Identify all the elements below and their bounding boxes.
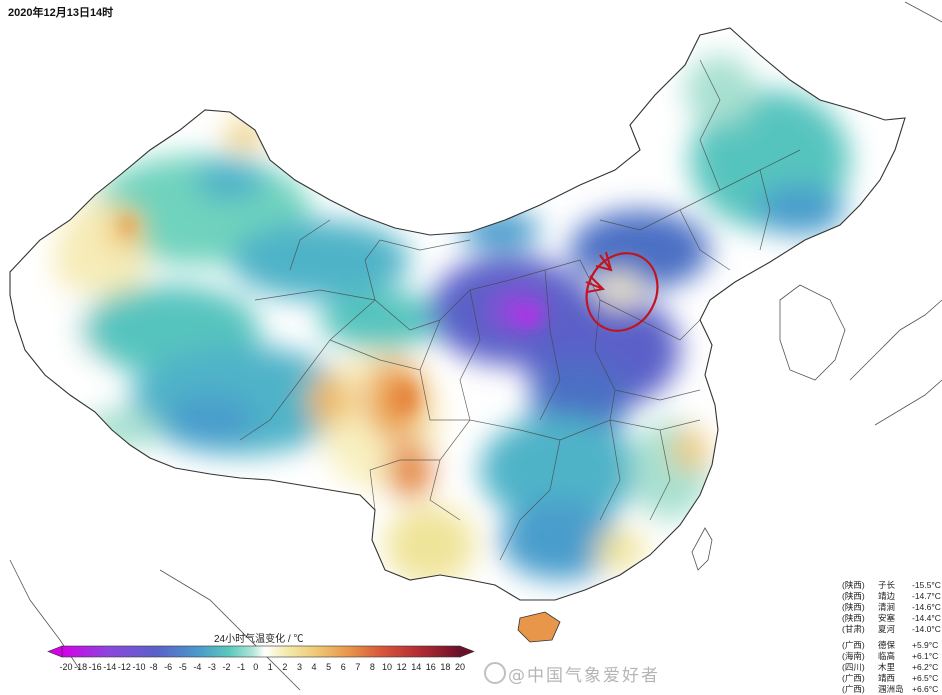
scale-tick-label: 8 — [369, 662, 375, 672]
station-row: (广西) 靖西 +6.5°C — [842, 673, 938, 684]
station-value: -15.5°C — [912, 580, 941, 590]
cooling-station-list: (陕西) 子长 -15.5°C (陕西) 靖边 -14.7°C (陕西) 清涧 -14.6°C(… — [842, 580, 941, 635]
scale-tick-label: -2 — [222, 662, 231, 672]
station-station: 靖西 — [878, 673, 896, 683]
temperature-field — [10, 28, 905, 600]
scale-tick-label: -10 — [132, 662, 146, 672]
watermark-logo — [484, 662, 506, 684]
scale-tick-label: 2 — [282, 662, 288, 672]
scale-tick-label: -14 — [103, 662, 117, 672]
station-station: 安塞 — [878, 613, 896, 623]
station-station: 夏河 — [878, 624, 896, 634]
scale-tick-label: 1 — [267, 662, 273, 672]
scale-tick-label: 14 — [411, 662, 422, 672]
station-row: (陕西) 清涧 -14.6°C — [842, 602, 941, 613]
station-value: +6.6°C — [912, 684, 939, 694]
scale-tick-label: 16 — [425, 662, 436, 672]
station-value: -14.7°C — [912, 591, 941, 601]
scale-tick-label: -12 — [117, 662, 131, 672]
scale-tick-label: -3 — [207, 662, 216, 672]
scale-tick-label: -4 — [193, 662, 202, 672]
station-province: (广西) — [842, 673, 865, 683]
station-station: 涠洲岛 — [878, 684, 904, 694]
map-title: 2020年12月13日14时 — [8, 7, 114, 19]
station-station: 木里 — [878, 662, 896, 672]
scale-tick-label: -18 — [74, 662, 88, 672]
station-value: +6.2°C — [912, 662, 939, 672]
scale-tick-labels: -20 -18 -16 -14 -12 -10 -8 -6 -5 -4 -3 -2 -1 0 1 2 3 4 5 6 7… — [52, 662, 466, 676]
station-station: 德保 — [878, 640, 896, 650]
scale-tick-label: -6 — [164, 662, 173, 672]
warming-station-list: (广西) 德保 +5.9°C (海南) 临高 +6.1°C (四川) 木里 +6.2°C (广西)… — [842, 640, 938, 695]
station-row: (广西) 德保 +5.9°C — [842, 640, 938, 651]
station-station: 子长 — [878, 580, 896, 590]
scale-tick-label: 10 — [382, 662, 393, 672]
station-value: -14.6°C — [912, 602, 941, 612]
station-row: (四川) 木里 +6.2°C — [842, 662, 938, 673]
scale-tick-label: 12 — [396, 662, 407, 672]
scale-tick-label: 0 — [253, 662, 259, 672]
station-value: -14.4°C — [912, 613, 941, 623]
scale-tick-label: 20 — [454, 662, 466, 672]
station-province: (陕西) — [842, 591, 865, 601]
neighbor-outlines — [9, 1, 942, 691]
station-province: (陕西) — [842, 613, 865, 623]
station-row: (海南) 临高 +6.1°C — [842, 651, 938, 662]
station-province: (陕西) — [842, 580, 865, 590]
station-province: (海南) — [842, 651, 865, 661]
station-value: +5.9°C — [912, 640, 939, 650]
scale-tick-label: 18 — [440, 662, 451, 672]
station-value: -14.0°C — [912, 624, 941, 634]
scale-tick-label: -8 — [149, 662, 158, 672]
station-row: (陕西) 靖边 -14.7°C — [842, 591, 941, 602]
station-province: (广西) — [842, 640, 865, 650]
scale-tick-label: -1 — [237, 662, 246, 672]
watermark: @中国气象爱好者 — [508, 666, 660, 686]
scale-tick-label: 5 — [326, 662, 332, 672]
station-row: (陕西) 子长 -15.5°C — [842, 580, 941, 591]
station-province: (广西) — [842, 684, 865, 694]
scale-title: 24小时气温变化 / ℃ — [214, 634, 304, 645]
scale-tick-label: 3 — [296, 662, 302, 672]
station-province: (甘肃) — [842, 624, 865, 634]
station-value: +6.1°C — [912, 651, 939, 661]
hainan-island — [517, 611, 561, 643]
scale-tick-label: 7 — [355, 662, 361, 672]
province-boundaries — [239, 59, 801, 561]
station-station: 靖边 — [878, 591, 896, 601]
station-province: (四川) — [842, 662, 865, 672]
station-station: 临高 — [878, 651, 896, 661]
scale-tick-label: 4 — [311, 662, 317, 672]
highlight-annotation — [585, 251, 659, 332]
station-province: (陕西) — [842, 602, 865, 612]
scale-tick-label: -20 — [59, 662, 73, 672]
station-value: +6.5°C — [912, 673, 939, 683]
station-station: 清涧 — [878, 602, 896, 612]
color-scale-bar — [47, 645, 475, 658]
scale-tick-label: 6 — [340, 662, 346, 672]
scale-tick-label: -16 — [88, 662, 102, 672]
scale-tick-label: -5 — [178, 662, 187, 672]
station-row: (广西) 涠洲岛 +6.6°C — [842, 684, 938, 695]
station-row: (甘肃) 夏河 -14.0°C — [842, 624, 941, 635]
station-row: (陕西) 安塞 -14.4°C — [842, 613, 941, 624]
